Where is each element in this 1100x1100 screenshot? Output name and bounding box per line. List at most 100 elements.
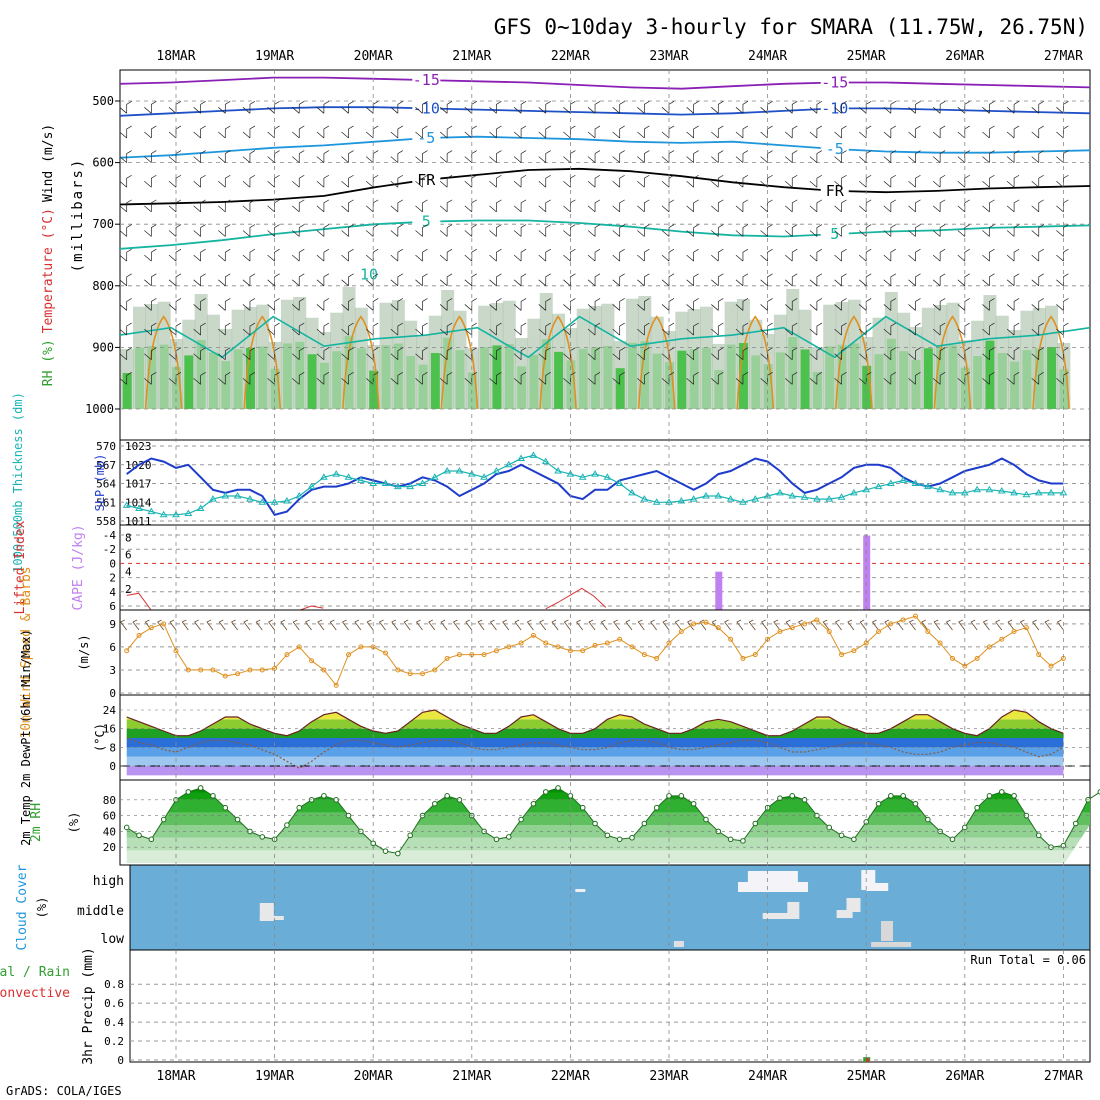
rh-shade-core — [282, 343, 292, 409]
rh-point — [604, 832, 611, 839]
rh-point — [690, 800, 697, 807]
wind10m-barb — [391, 619, 399, 631]
wind-barb — [538, 199, 551, 213]
wind-barb — [711, 174, 724, 188]
wind10m-barb — [378, 619, 386, 631]
rh-shade-mark — [1008, 330, 1022, 409]
wind-barb — [242, 150, 256, 163]
rh-shade-core — [122, 373, 132, 409]
wind-barb — [809, 150, 823, 163]
wind10m-point — [185, 667, 191, 673]
temp-contour-loop — [440, 315, 479, 410]
wind-barb — [1006, 347, 1020, 360]
wind-barb — [119, 322, 132, 336]
thickness-point — [356, 476, 365, 483]
wind-barb — [341, 273, 354, 287]
wind10m-barb — [687, 619, 694, 631]
wind10m-barb — [650, 619, 657, 631]
wind10m-point — [456, 652, 462, 658]
rh-band — [126, 850, 1090, 863]
temp-contour-loop — [637, 315, 676, 410]
contour-label-bg — [412, 99, 441, 116]
wind10m-point — [826, 629, 832, 635]
wind10m-barb — [1007, 619, 1015, 631]
thickness-point — [985, 485, 994, 493]
wind10m-barb — [921, 619, 929, 631]
rh-point — [444, 793, 450, 799]
wind10m-point — [876, 629, 882, 635]
wind-barb — [587, 273, 601, 287]
wind-barb — [439, 322, 453, 336]
wind10m-point — [1048, 663, 1054, 669]
thickness-point — [307, 482, 316, 490]
wind-barb — [390, 224, 404, 237]
wind-barb — [489, 347, 502, 360]
wind-barb — [513, 174, 527, 188]
wind-barb — [316, 224, 330, 237]
rh-point — [530, 800, 537, 807]
wind10m-point — [1011, 629, 1017, 635]
wind10m-point — [420, 671, 425, 677]
cloud-level-label: middle — [77, 904, 124, 919]
wind-barb — [489, 224, 502, 237]
wind10m-barb — [502, 619, 510, 631]
precip-ytick-label: 0.6 — [104, 997, 124, 1010]
wind-barb — [735, 248, 749, 262]
rh-shade-core — [911, 359, 921, 409]
wind-barb — [1006, 199, 1020, 213]
temp-contour-loop — [835, 315, 873, 410]
wind-barb — [119, 224, 132, 237]
thickness-point — [997, 487, 1006, 494]
wind10m-barb — [218, 619, 226, 631]
thickness-point — [948, 488, 957, 496]
wind10m-point — [851, 648, 857, 654]
wind-barb — [513, 347, 527, 360]
wind-barb — [193, 224, 206, 237]
isotherm-line — [119, 76, 1091, 90]
thickness-point — [973, 485, 982, 493]
wind-barb — [785, 150, 798, 163]
wind10m-ytick-label: 3 — [109, 664, 116, 677]
cloud-block — [747, 871, 798, 883]
rh-shade-core — [825, 346, 835, 409]
wind10m-barb — [280, 619, 288, 631]
wind-barb — [686, 150, 699, 163]
wind10m-barb — [194, 619, 201, 631]
rh-shade-mark — [416, 335, 430, 409]
wind10m-point — [691, 621, 697, 627]
wind-barb — [637, 101, 650, 114]
wind-barb — [242, 248, 256, 262]
wind-barb — [292, 298, 305, 311]
wind-barb — [464, 273, 477, 287]
x-date-label-bottom: 24MAR — [748, 1069, 787, 1084]
rh-shade-core — [812, 371, 822, 409]
wind-barb — [316, 125, 330, 139]
wind-barb — [760, 298, 773, 311]
wind10m-barb — [403, 619, 411, 631]
wind-barb — [982, 174, 995, 188]
rh2m-ytick-label: 20 — [103, 841, 116, 854]
wind-barb — [415, 248, 428, 262]
rh-shade-core — [837, 344, 847, 409]
rh-shade-core — [443, 337, 453, 409]
wind10m-point — [604, 640, 610, 646]
rh-shade-core — [788, 337, 798, 409]
rh-shade-core — [862, 365, 872, 409]
wind10m-point — [629, 644, 635, 650]
contour-label-bg — [820, 140, 849, 157]
wind-barb — [686, 298, 699, 311]
wind-barb — [785, 248, 798, 262]
contour-label: FR — [826, 182, 845, 200]
contour-label: -5 — [417, 129, 435, 147]
wind-barb — [932, 347, 946, 360]
wind-barb — [785, 298, 798, 311]
wind-barb — [908, 101, 921, 114]
rh-shade-core — [689, 349, 699, 409]
contour-label: -10 — [413, 99, 440, 117]
wind-barb — [932, 174, 946, 188]
wind-barb — [982, 322, 995, 336]
wind10m-barb — [317, 619, 325, 631]
x-date-label-top: 26MAR — [945, 49, 984, 64]
rh-shade-core — [455, 350, 465, 409]
